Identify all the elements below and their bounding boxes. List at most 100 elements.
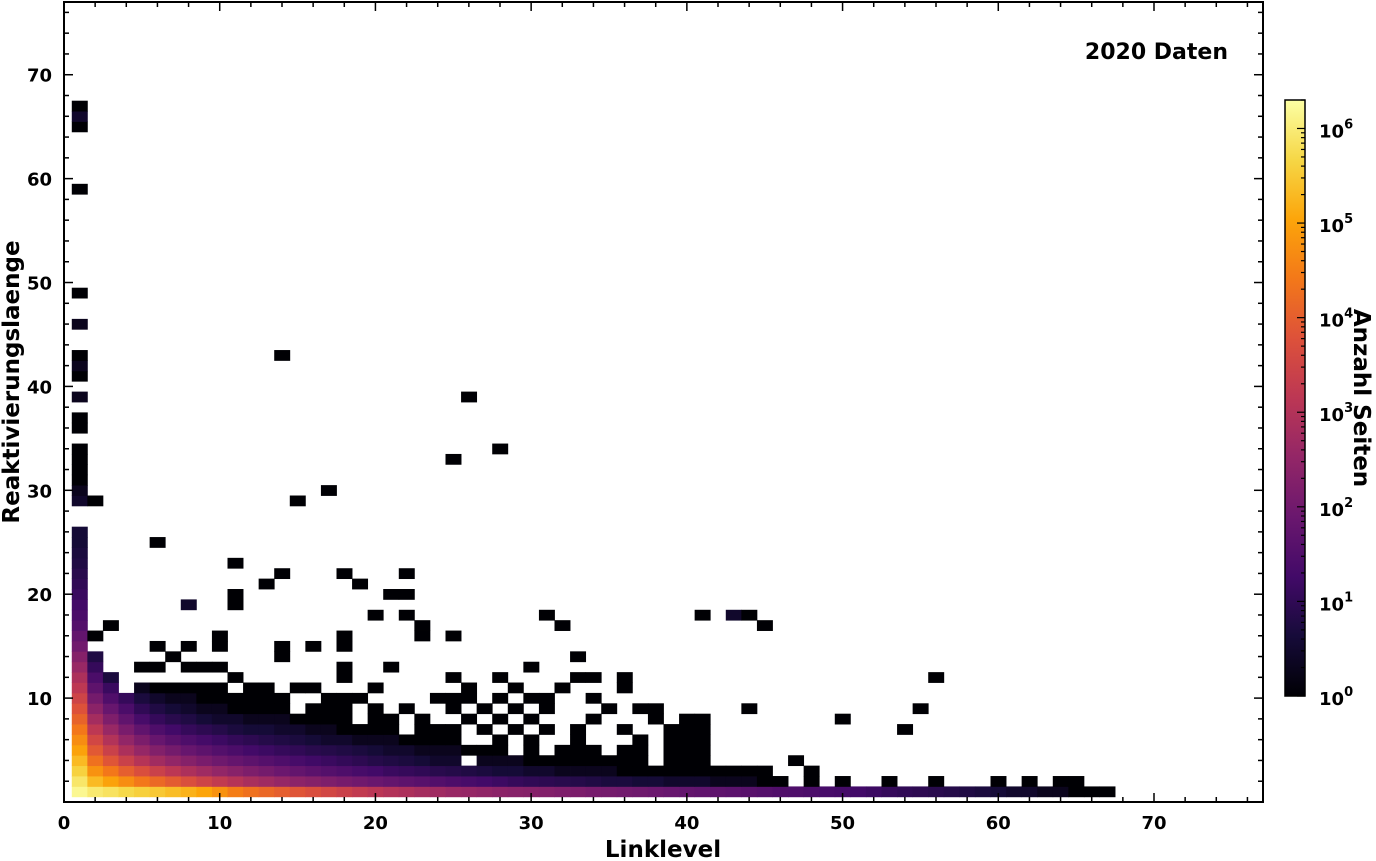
x-tick-label: 40 [674,813,699,834]
heatmap-cell [87,776,104,787]
heatmap-cell [538,786,555,798]
y-tick-label: 70 [27,66,52,87]
heatmap-cell [694,755,711,767]
heatmap-cell [196,692,213,704]
heatmap-cell [71,443,88,455]
heatmap-cell [165,734,182,746]
heatmap-cell [134,703,151,715]
heatmap-cell [320,485,337,496]
heatmap-cell [788,786,805,798]
heatmap-cell [414,734,431,746]
heatmap-cell [289,734,306,746]
heatmap-cell [180,786,197,798]
y-axis-ticks: 10 20 30 40 50 60 70 [27,11,1263,803]
heatmap-cell [149,703,166,715]
heatmap-cell [243,755,260,767]
heatmap-cell [180,640,197,652]
heatmap-cell [134,734,151,746]
heatmap-cell [414,713,431,725]
heatmap-cell [87,713,104,725]
heatmap-cell [772,776,789,787]
heatmap-cell [694,734,711,746]
heatmap-cell [912,703,929,715]
heatmap-cell [289,765,306,777]
heatmap-cell [227,755,244,767]
heatmap-cell [538,692,555,704]
heatmap-cell [165,724,182,735]
heatmap-cell [414,620,431,631]
heatmap-cell [601,755,618,767]
x-tick-label: 0 [58,813,71,834]
heatmap-cell [87,672,104,683]
heatmap-cell [149,692,166,704]
heatmap-cell [227,765,244,777]
heatmap-cell [523,776,540,787]
heatmap-cell [134,713,151,725]
heatmap-cell [305,682,322,694]
heatmap-cell [196,724,213,735]
heatmap-cell [211,640,228,652]
heatmap-cell [990,776,1007,787]
heatmap-cell [756,786,773,798]
heatmap-cell [694,713,711,725]
heatmap-cell [741,609,758,621]
heatmap-cell [71,422,88,434]
heatmap-cell [149,640,166,652]
heatmap-cell [383,724,400,735]
heatmap-cell [663,744,680,756]
heatmap-cell [756,776,773,787]
heatmap-cell [538,776,555,787]
heatmap-cell [134,744,151,756]
heatmap-cell [211,755,228,767]
heatmap-cell [258,776,275,787]
heatmap-cell [398,765,415,777]
heatmap-cell [102,724,119,735]
heatmap-cell [71,776,88,787]
heatmap-cell [398,568,415,580]
heatmap-cell [134,661,151,673]
heatmap-cell [211,776,228,787]
heatmap-cell [336,786,353,798]
heatmap-cell [492,786,509,798]
heatmap-cell [87,630,104,642]
heatmap-cell [398,776,415,787]
heatmap-cell [274,724,291,735]
heatmap-cell [71,100,88,112]
heatmap-cell [274,755,291,767]
heatmap-cell [1083,786,1100,798]
heatmap-cell [211,713,228,725]
heatmap-cell [585,755,602,767]
heatmap-cell [710,776,727,787]
heatmap-cell [274,713,291,725]
heatmap-cell [679,776,696,787]
heatmap-cell [492,672,509,683]
heatmap-cell [679,734,696,746]
heatmap-cell [445,703,462,715]
heatmap-cell [959,786,976,798]
heatmap-cell [258,692,275,704]
heatmap-cell [320,765,337,777]
heatmap-cell [398,734,415,746]
heatmap-cell [149,744,166,756]
heatmap-cell [632,776,649,787]
heatmap-cell [679,724,696,735]
heatmap-cell [554,776,571,787]
heatmap-cell [429,744,446,756]
heatmap-cell [383,589,400,600]
heatmap-cell [71,589,88,600]
heatmap-cell [71,755,88,767]
heatmap-cell [414,776,431,787]
heatmap-cell [398,609,415,621]
heatmap-cell [211,744,228,756]
heatmap-cell [71,360,88,372]
heatmap-cell [274,703,291,715]
heatmap-cell [118,744,135,756]
heatmap-cell [756,620,773,631]
heatmap-cell [616,672,633,683]
heatmap-cell [694,724,711,735]
heatmap-cell [227,557,244,569]
heatmap-cell [243,786,260,798]
heatmap-cell [102,672,119,683]
heatmap-cell [679,744,696,756]
